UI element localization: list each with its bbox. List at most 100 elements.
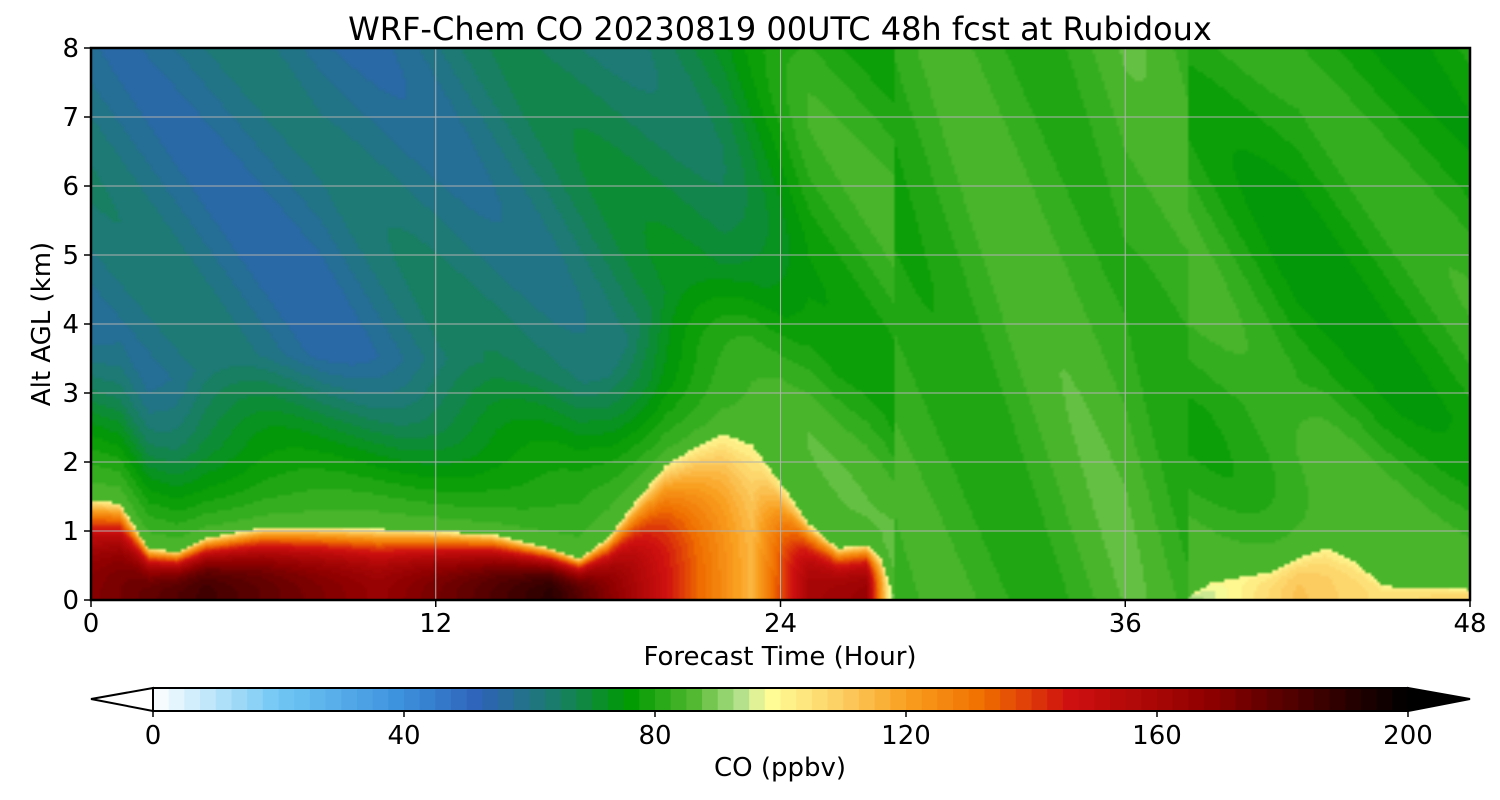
x-tick-label: 0 bbox=[83, 609, 100, 639]
colorbar-segment bbox=[1109, 688, 1127, 711]
x-axis-label: Forecast Time (Hour) bbox=[643, 642, 916, 672]
colorbar-tick-label: 80 bbox=[638, 721, 671, 751]
colorbar-extend-max bbox=[1407, 686, 1471, 713]
colorbar-segment bbox=[545, 688, 562, 711]
y-tick-label: 7 bbox=[62, 103, 79, 133]
colorbar-segment bbox=[529, 688, 546, 711]
colorbar-segment bbox=[215, 688, 233, 711]
y-tick-label: 2 bbox=[62, 448, 79, 478]
colorbar-segment bbox=[1015, 688, 1033, 711]
y-tick-label: 5 bbox=[62, 241, 79, 271]
colorbar-segment bbox=[1313, 688, 1331, 711]
colorbar-segment bbox=[200, 688, 217, 711]
colorbar-extend-min bbox=[90, 686, 154, 713]
colorbar-segment bbox=[733, 688, 750, 711]
colorbar-tick-label: 160 bbox=[1132, 721, 1182, 751]
colorbar-segment bbox=[466, 688, 484, 711]
colorbar-segment bbox=[717, 688, 735, 711]
colorbar-segment bbox=[576, 688, 593, 711]
colorbar-segment bbox=[153, 688, 170, 711]
colorbar-segment bbox=[404, 688, 421, 711]
y-tick-label: 0 bbox=[62, 586, 79, 616]
y-tick-label: 6 bbox=[62, 172, 79, 202]
colorbar-segment bbox=[1219, 688, 1237, 711]
colorbar-tick-label: 0 bbox=[145, 721, 162, 751]
colorbar-segment bbox=[639, 688, 656, 711]
colorbar-segment bbox=[1282, 688, 1299, 711]
colorbar-segment bbox=[278, 688, 295, 711]
x-tick-label: 48 bbox=[1453, 609, 1486, 639]
colorbar-segment bbox=[953, 688, 970, 711]
colorbar-segment bbox=[1047, 688, 1064, 711]
colorbar-segment bbox=[184, 688, 201, 711]
colorbar-segment bbox=[827, 688, 844, 711]
colorbar-segment bbox=[1188, 688, 1205, 711]
colorbar-segment bbox=[498, 688, 515, 711]
colorbar-segment bbox=[890, 688, 907, 711]
colorbar-tick-label: 120 bbox=[881, 721, 931, 751]
chart-title: WRF-Chem CO 20230819 00UTC 48h fcst at R… bbox=[348, 10, 1212, 48]
colorbar-segment bbox=[937, 688, 954, 711]
colorbar-segment bbox=[262, 688, 280, 711]
colorbar-segment bbox=[309, 688, 327, 711]
colorbar-segment bbox=[451, 688, 468, 711]
colorbar-label: CO (ppbv) bbox=[714, 753, 846, 783]
y-tick-label: 1 bbox=[62, 517, 79, 547]
colorbar-segment bbox=[247, 688, 264, 711]
colorbar-segment bbox=[811, 688, 829, 711]
colorbar-segment bbox=[1376, 688, 1393, 711]
colorbar-segment bbox=[513, 688, 531, 711]
colorbar-segment bbox=[341, 688, 358, 711]
x-tick-label: 24 bbox=[764, 609, 797, 639]
colorbar-segment bbox=[1329, 688, 1346, 711]
colorbar-segment bbox=[780, 688, 797, 711]
colorbar-segment bbox=[968, 688, 986, 711]
colorbar-segment bbox=[607, 688, 625, 711]
plot-area bbox=[89, 46, 1472, 602]
colorbar-segment bbox=[670, 688, 687, 711]
colorbar-segment bbox=[372, 688, 389, 711]
colorbar-segment bbox=[702, 688, 719, 711]
x-tick-label: 12 bbox=[419, 609, 452, 639]
colorbar-segments bbox=[153, 688, 1409, 711]
colorbar-segment bbox=[1204, 688, 1221, 711]
colorbar-segment bbox=[764, 688, 782, 711]
colorbar-segment bbox=[1125, 688, 1142, 711]
colorbar-segment bbox=[1062, 688, 1080, 711]
colorbar-segment bbox=[168, 688, 185, 711]
colorbar-segment bbox=[1031, 688, 1048, 711]
colorbar-ticks: 0 40 80 120 160 200 bbox=[145, 711, 1433, 751]
colorbar-segment bbox=[749, 688, 766, 711]
colorbar-segment bbox=[1235, 688, 1252, 711]
y-axis: 0 1 2 3 4 5 6 7 8 bbox=[62, 34, 91, 616]
colorbar-segment bbox=[560, 688, 578, 711]
colorbar-segment bbox=[1172, 688, 1189, 711]
colorbar-segment bbox=[1298, 688, 1315, 711]
colorbar-segment bbox=[1157, 688, 1174, 711]
colorbar-segment bbox=[231, 688, 248, 711]
x-axis: 0 12 24 36 48 bbox=[83, 600, 1487, 639]
colorbar-segment bbox=[1360, 688, 1378, 711]
colorbar-segment bbox=[858, 688, 876, 711]
colorbar-segment bbox=[1266, 688, 1284, 711]
colorbar-tick-label: 200 bbox=[1383, 721, 1433, 751]
colorbar-segment bbox=[592, 688, 609, 711]
colorbar-segment bbox=[1141, 688, 1158, 711]
colorbar-segment bbox=[1345, 688, 1362, 711]
colorbar-segment bbox=[655, 688, 672, 711]
colorbar-segment bbox=[796, 688, 813, 711]
colorbar-segment bbox=[906, 688, 923, 711]
colorbar-frame bbox=[152, 687, 1409, 712]
colorbar-segment bbox=[686, 688, 703, 711]
colorbar-segment bbox=[388, 688, 405, 711]
y-axis-label: Alt AGL (km) bbox=[27, 242, 57, 406]
colorbar-segment bbox=[1000, 688, 1017, 711]
colorbar-segment bbox=[1078, 688, 1095, 711]
colorbar-segment bbox=[843, 688, 860, 711]
colorbar-segment bbox=[356, 688, 374, 711]
colorbar-tick-label: 40 bbox=[387, 721, 420, 751]
colorbar-segment bbox=[1094, 688, 1111, 711]
colorbar-segment bbox=[1392, 688, 1409, 711]
colorbar-segment bbox=[294, 688, 311, 711]
